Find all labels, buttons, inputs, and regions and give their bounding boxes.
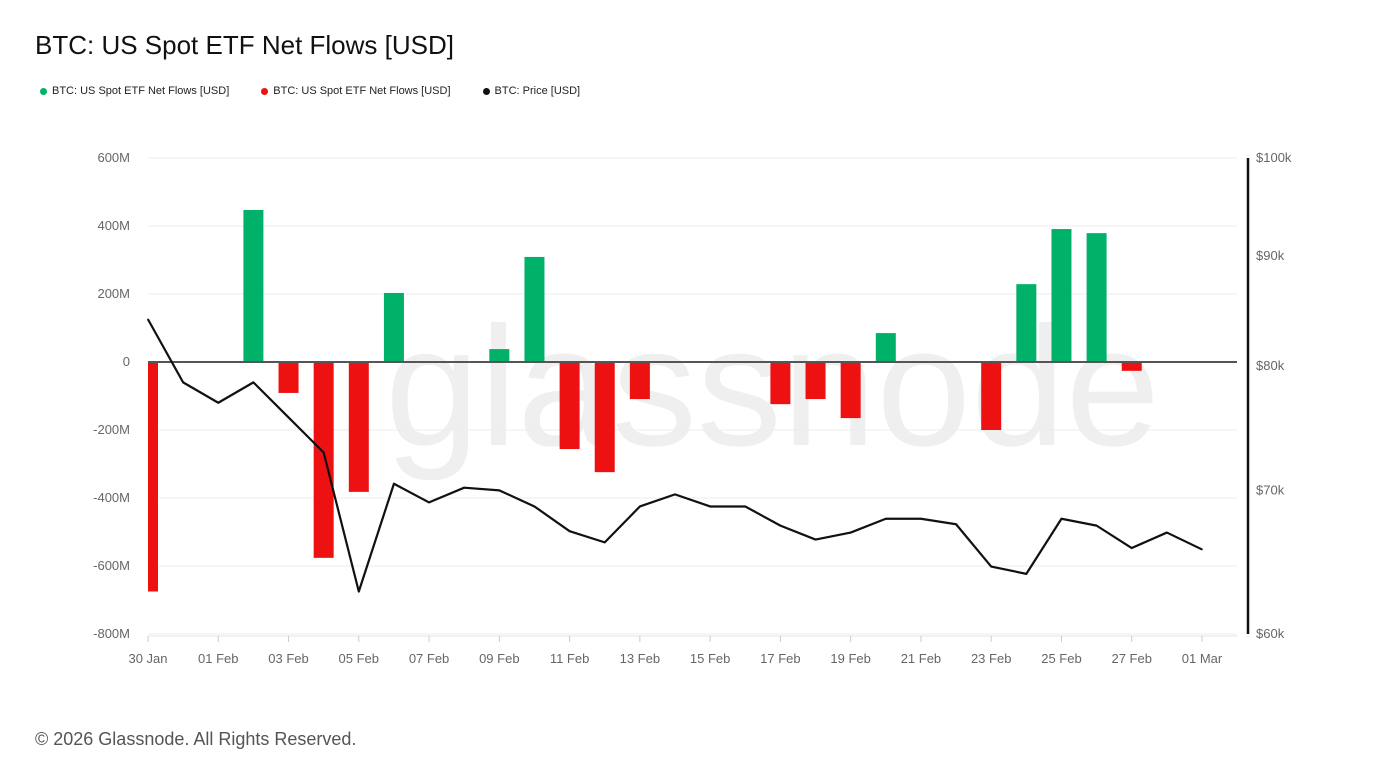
x-tick-label: 11 Feb	[550, 651, 590, 666]
price-point	[639, 505, 641, 508]
x-tick-label: 03 Feb	[268, 651, 308, 666]
price-point	[955, 523, 957, 526]
legend-item-price[interactable]: BTC: Price [USD]	[482, 85, 581, 97]
legend-item-inflows[interactable]: BTC: US Spot ETF Net Flows [USD]	[40, 85, 229, 97]
x-tick-label: 23 Feb	[971, 651, 1011, 666]
outflow-bar	[840, 362, 861, 419]
y-tick-label: 400M	[97, 218, 130, 233]
outflow-bar	[629, 362, 650, 400]
inflow-bar	[1016, 284, 1037, 362]
price-point	[358, 590, 360, 593]
x-tick-label: 21 Feb	[901, 651, 941, 666]
y-tick-label: 600M	[97, 150, 130, 165]
legend-item-outflows[interactable]: BTC: US Spot ETF Net Flows [USD]	[261, 85, 451, 97]
y-tick-label: -200M	[93, 422, 130, 437]
legend-label: BTC: US Spot ETF Net Flows [USD]	[52, 85, 230, 97]
price-point	[498, 489, 501, 492]
chart-title: BTC: US Spot ETF Net Flows [USD]	[35, 30, 454, 60]
red-dot-icon	[261, 87, 269, 95]
inflow-bar	[1051, 229, 1072, 362]
price-point	[990, 565, 992, 568]
inflow-bar	[1086, 233, 1107, 362]
price-point	[709, 505, 711, 508]
price-point	[920, 517, 922, 520]
outflow-bar	[313, 362, 334, 558]
x-tick-label: 05 Feb	[339, 651, 379, 666]
outflow-bar	[770, 362, 791, 405]
price-point	[1201, 548, 1203, 551]
inflow-bar	[875, 333, 896, 362]
price-point	[674, 493, 676, 496]
y2-tick-label: $70k	[1256, 482, 1285, 497]
inflow-bar	[383, 292, 404, 362]
legend-label: BTC: Price [USD]	[494, 85, 581, 97]
price-point	[393, 482, 395, 485]
inflow-bar	[524, 256, 545, 362]
price-point	[252, 381, 255, 384]
y-tick-label: -600M	[93, 558, 130, 573]
x-tick-label: 19 Feb	[830, 651, 870, 666]
outflow-bar	[981, 362, 1002, 430]
price-point	[1166, 531, 1168, 534]
y2-tick-label: $60k	[1256, 626, 1285, 641]
price-point	[428, 501, 430, 504]
x-tick-label: 01 Feb	[198, 651, 238, 666]
legend-label: BTC: US Spot ETF Net Flows [USD]	[273, 85, 451, 97]
price-point	[147, 318, 149, 321]
price-point	[744, 505, 747, 508]
y-tick-label: -800M	[93, 626, 130, 641]
x-tick-label: 30 Jan	[128, 651, 167, 666]
x-tick-label: 13 Feb	[620, 651, 660, 666]
price-point	[1060, 517, 1063, 520]
y2-tick-label: $80k	[1256, 358, 1285, 373]
green-dot-icon	[40, 87, 47, 95]
price-point	[814, 538, 817, 541]
inflow-bar	[489, 349, 510, 362]
outflow-bar	[559, 362, 580, 450]
x-tick-label: 01 Mar	[1182, 651, 1223, 666]
outflow-bar	[594, 362, 615, 473]
outflow-bar	[348, 362, 369, 492]
y2-tick-label: $90k	[1256, 248, 1285, 263]
y-tick-label: -400M	[93, 490, 130, 505]
price-point	[217, 401, 220, 404]
x-tick-label: 09 Feb	[479, 651, 519, 666]
legend: BTC: US Spot ETF Net Flows [USD] BTC: US…	[40, 85, 612, 97]
price-point	[779, 524, 782, 527]
y-tick-label: 200M	[97, 286, 130, 301]
x-tick-label: 07 Feb	[409, 651, 449, 666]
black-dot-icon	[482, 87, 490, 95]
y-tick-label: 0	[123, 354, 130, 369]
price-point	[885, 517, 887, 520]
price-point	[603, 541, 606, 544]
x-tick-label: 27 Feb	[1111, 651, 1151, 666]
x-tick-label: 17 Feb	[760, 651, 800, 666]
copyright: © 2026 Glassnode. All Rights Reserved.	[35, 729, 357, 749]
x-tick-label: 15 Feb	[690, 651, 730, 666]
price-point	[322, 451, 325, 454]
inflow-bar	[243, 210, 264, 362]
outflow-bar	[805, 362, 826, 400]
price-point	[849, 531, 852, 534]
price-point	[182, 381, 184, 384]
outflow-bar	[1121, 362, 1142, 371]
outflow-bar	[278, 362, 299, 393]
price-point	[1130, 547, 1133, 549]
price-point	[463, 486, 466, 489]
price-point	[287, 416, 290, 419]
price-point	[568, 530, 571, 532]
price-point	[533, 505, 536, 508]
price-point	[1095, 524, 1098, 527]
price-point	[1025, 573, 1028, 575]
x-tick-label: 25 Feb	[1041, 651, 1081, 666]
y2-tick-label: $100k	[1256, 150, 1292, 165]
outflow-bar	[148, 362, 158, 592]
